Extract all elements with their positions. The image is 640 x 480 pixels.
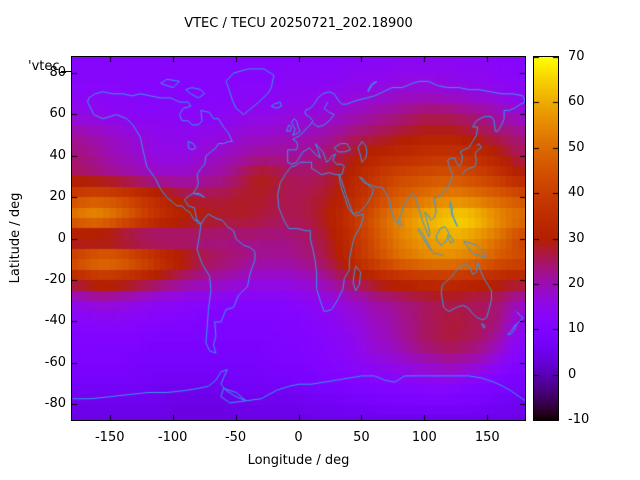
x-axis-title: Longitude / deg xyxy=(247,453,350,468)
colorbar-tick-label: 0 xyxy=(568,366,577,382)
x-tick-label: 150 xyxy=(474,430,500,445)
x-tick-label: 50 xyxy=(353,430,370,445)
y-tick-label: 40 xyxy=(49,147,66,163)
x-tick-label: -50 xyxy=(224,430,247,445)
colorbar-tick-label: 60 xyxy=(568,94,585,110)
heatmap-canvas xyxy=(72,57,525,420)
colorbar-canvas xyxy=(534,57,558,420)
y-axis-title: Latitude / deg xyxy=(8,192,23,284)
legend-label: 'vtec_ xyxy=(28,59,67,74)
x-tick-label: 0 xyxy=(294,430,303,445)
y-tick-label: -60 xyxy=(44,354,66,370)
colorbar-tick-label: 70 xyxy=(568,49,585,64)
colorbar-tick-label: 20 xyxy=(568,275,585,291)
legend-line-sample xyxy=(61,71,79,72)
x-tick-label: 100 xyxy=(411,430,437,445)
y-tick-label: 0 xyxy=(57,230,66,246)
colorbar-tick-label: 10 xyxy=(568,321,585,337)
colorbar-tick-label: 50 xyxy=(568,139,585,155)
y-tick-label: 20 xyxy=(49,189,66,204)
plot-area xyxy=(71,56,526,421)
x-tick-label: -150 xyxy=(94,430,125,445)
y-tick-label: -40 xyxy=(44,313,66,329)
colorbar-tick-label: -10 xyxy=(568,412,590,427)
plot-title: VTEC / TECU 20250721_202.18900 xyxy=(184,16,413,31)
colorbar xyxy=(533,56,559,421)
y-tick-label: -80 xyxy=(44,396,66,412)
colorbar-tick-label: 30 xyxy=(568,230,585,246)
y-tick-label: 80 xyxy=(49,64,66,80)
x-tick-label: -100 xyxy=(157,430,188,445)
y-tick-label: 60 xyxy=(49,106,66,122)
colorbar-tick-label: 40 xyxy=(568,185,585,201)
y-tick-label: -20 xyxy=(44,271,66,287)
